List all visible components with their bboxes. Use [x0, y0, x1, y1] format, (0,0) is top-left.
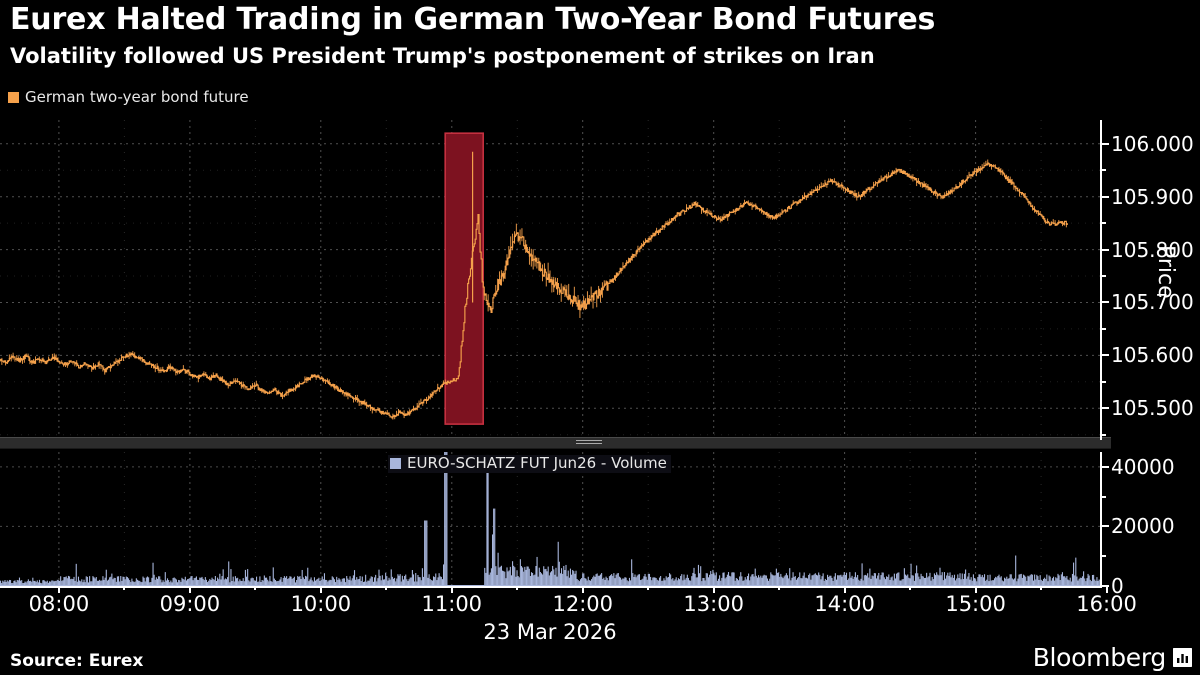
- price-axis-tick: [1102, 248, 1109, 251]
- bloomberg-brand: Bloomberg: [1033, 645, 1192, 670]
- x-axis-tick-label: 11:00: [421, 592, 483, 616]
- price-axis-tick: [1102, 142, 1109, 145]
- volume-axis-tick-label: 0: [1111, 574, 1124, 598]
- price-axis-tick: [1102, 407, 1109, 410]
- price-axis-minor-tick: [1102, 275, 1106, 278]
- x-axis-tick: [581, 586, 584, 593]
- price-chart-panel: [0, 120, 1100, 440]
- bloomberg-bars-icon: [1173, 648, 1192, 667]
- x-axis-tick: [57, 586, 60, 593]
- price-axis-tick-label: 105.700: [1111, 290, 1194, 315]
- volume-axis-spine: [1100, 452, 1102, 586]
- x-axis-tick-label: 16:00: [1076, 592, 1137, 616]
- price-bar-wicks: [0, 159, 1067, 420]
- x-axis-tick-label: 10:00: [290, 592, 352, 616]
- price-axis-tick-label: 105.800: [1111, 237, 1194, 262]
- x-axis-minor-tick: [123, 586, 126, 590]
- price-axis-title: Price: [1153, 245, 1178, 299]
- price-axis-minor-tick: [1102, 169, 1106, 172]
- x-axis-minor-tick: [778, 586, 781, 590]
- price-legend: German two-year bond future: [8, 90, 249, 105]
- price-axis-minor-tick: [1102, 327, 1106, 330]
- legend-swatch-icon: [8, 92, 19, 103]
- volume-legend: EURO-SCHATZ FUT Jun26 - Volume: [388, 455, 671, 473]
- trading-halt-region: [444, 132, 485, 425]
- x-axis-minor-tick: [1040, 586, 1043, 590]
- x-axis-date-label: 23 Mar 2026: [483, 620, 617, 644]
- price-axis-tick-label: 105.900: [1111, 184, 1194, 209]
- x-axis-minor-tick: [385, 586, 388, 590]
- source-label: Source: Eurex: [10, 651, 144, 671]
- volume-axis-minor-tick: [1102, 555, 1106, 558]
- price-legend-label: German two-year bond future: [25, 88, 249, 106]
- price-y-axis: 106.000 105.900 105.800 105.700 105.600 105.5…: [1100, 120, 1200, 440]
- x-axis-minor-tick: [909, 586, 912, 590]
- volume-axis-tick-label: 20000: [1111, 514, 1175, 539]
- bloomberg-wordmark: Bloomberg: [1032, 643, 1167, 672]
- x-axis-tick-label: 13:00: [683, 592, 744, 616]
- price-axis-spine: [1100, 120, 1102, 440]
- splitter-grip-icon[interactable]: [576, 440, 602, 446]
- volume-axis-tick: [1102, 465, 1109, 468]
- volume-axis-tick: [1102, 585, 1109, 587]
- x-axis-minor-tick: [254, 586, 257, 590]
- x-axis-tick: [1105, 586, 1108, 593]
- x-axis-tick-label: 12:00: [552, 592, 613, 616]
- price-plot-area: [0, 120, 1100, 440]
- volume-axis-tick: [1102, 525, 1109, 528]
- price-axis-minor-tick: [1102, 433, 1106, 436]
- price-axis-minor-tick: [1102, 380, 1106, 383]
- panel-splitter[interactable]: [0, 437, 1111, 449]
- page-title: Eurex Halted Trading in German Two-Year …: [10, 2, 936, 37]
- legend-swatch-icon: [390, 458, 401, 469]
- x-axis-tick: [712, 586, 715, 593]
- volume-axis-tick-label: 40000: [1111, 454, 1175, 479]
- price-axis-minor-tick: [1102, 222, 1106, 225]
- price-axis-tick-label: 105.500: [1111, 396, 1194, 421]
- x-axis-minor-tick: [647, 586, 650, 590]
- volume-chart-panel: [0, 452, 1100, 586]
- x-axis-tick-label: 08:00: [28, 592, 90, 616]
- volume-bars: [0, 452, 1100, 586]
- page-subtitle: Volatility followed US President Trump's…: [10, 44, 875, 68]
- x-axis-tick: [319, 586, 322, 593]
- price-axis-tick: [1102, 354, 1109, 357]
- x-axis-tick: [450, 586, 453, 593]
- price-line: [0, 162, 1068, 419]
- x-axis-tick: [188, 586, 191, 593]
- x-axis-minor-tick: [516, 586, 519, 590]
- volume-axis-minor-tick: [1102, 495, 1106, 498]
- price-axis-tick: [1102, 195, 1109, 198]
- price-axis-tick: [1102, 301, 1109, 304]
- volume-plot-area: [0, 452, 1100, 586]
- volume-y-axis: 40000 20000 0: [1100, 452, 1200, 598]
- x-axis-tick: [843, 586, 846, 593]
- price-axis-tick-label: 106.000: [1111, 131, 1194, 156]
- price-axis-tick-label: 105.600: [1111, 343, 1194, 368]
- x-axis-tick-label: 14:00: [814, 592, 875, 616]
- volume-legend-label: EURO-SCHATZ FUT Jun26 - Volume: [407, 454, 667, 472]
- x-axis-spine: [0, 586, 1102, 588]
- x-axis-tick-label: 09:00: [159, 592, 221, 616]
- x-axis-tick-label: 15:00: [945, 592, 1006, 616]
- x-axis-tick: [974, 586, 977, 593]
